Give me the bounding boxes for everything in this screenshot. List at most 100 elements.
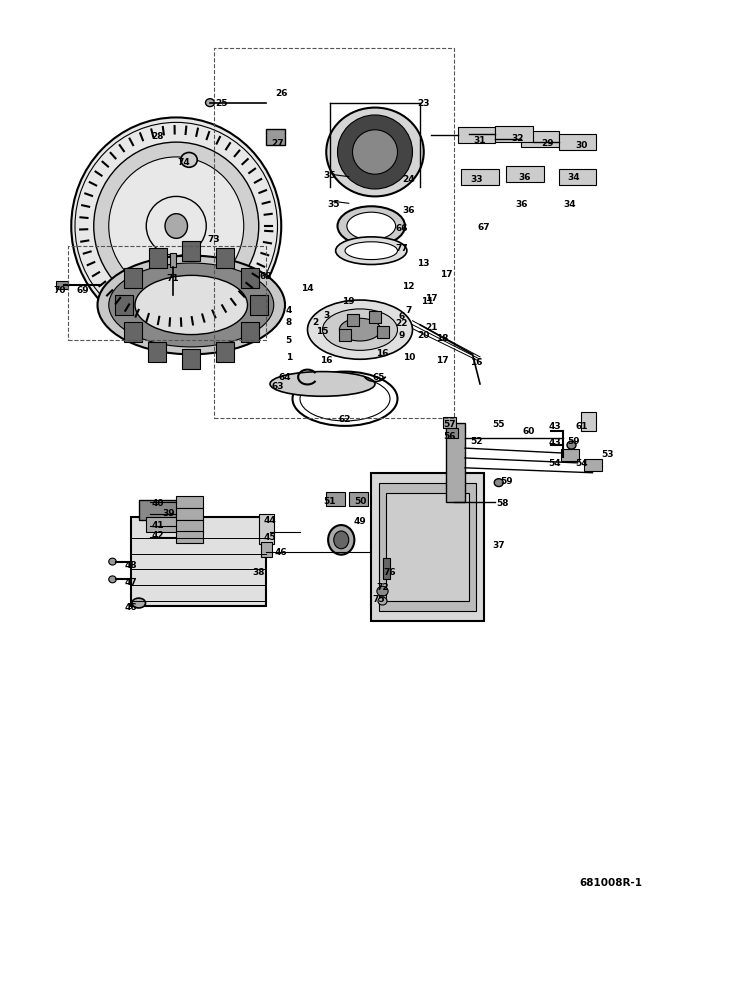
Text: 74: 74 bbox=[177, 158, 190, 168]
Text: 34: 34 bbox=[568, 173, 580, 182]
Ellipse shape bbox=[378, 598, 387, 605]
Bar bbox=[176, 497, 203, 509]
Bar bbox=[216, 343, 234, 363]
Bar bbox=[379, 483, 476, 611]
Text: 19: 19 bbox=[343, 296, 355, 306]
Text: 24: 24 bbox=[403, 175, 415, 184]
Text: 10: 10 bbox=[403, 352, 415, 362]
Ellipse shape bbox=[352, 131, 398, 176]
Bar bbox=[446, 424, 465, 503]
Text: 31: 31 bbox=[474, 135, 486, 145]
Text: 40: 40 bbox=[152, 498, 164, 508]
Bar bbox=[495, 127, 532, 143]
Ellipse shape bbox=[135, 276, 248, 335]
Ellipse shape bbox=[109, 264, 274, 348]
Ellipse shape bbox=[308, 301, 413, 360]
Text: 60: 60 bbox=[523, 426, 535, 436]
Text: 45: 45 bbox=[264, 532, 276, 542]
Bar bbox=[56, 282, 68, 290]
Bar bbox=[376, 326, 388, 338]
Text: 43: 43 bbox=[549, 437, 561, 447]
Ellipse shape bbox=[322, 310, 398, 351]
Text: 17: 17 bbox=[436, 355, 448, 365]
Bar bbox=[266, 130, 285, 146]
Bar bbox=[176, 521, 203, 532]
Text: 72: 72 bbox=[376, 582, 388, 592]
Text: 59: 59 bbox=[568, 436, 580, 446]
Text: 35: 35 bbox=[328, 199, 340, 209]
Text: 13: 13 bbox=[418, 258, 430, 268]
Text: 15: 15 bbox=[316, 326, 328, 336]
Bar bbox=[559, 135, 596, 151]
Text: 9: 9 bbox=[398, 330, 404, 340]
Text: 36: 36 bbox=[519, 173, 531, 182]
Bar bbox=[581, 412, 596, 432]
Ellipse shape bbox=[336, 238, 406, 265]
Text: 36: 36 bbox=[515, 199, 527, 209]
Text: 52: 52 bbox=[470, 436, 482, 446]
Text: 54: 54 bbox=[575, 458, 587, 468]
Bar bbox=[369, 312, 381, 323]
Text: 33: 33 bbox=[470, 175, 482, 184]
Text: 65: 65 bbox=[373, 372, 385, 382]
Text: 11: 11 bbox=[422, 296, 434, 306]
Bar bbox=[326, 492, 345, 507]
Text: 3: 3 bbox=[323, 311, 329, 320]
Ellipse shape bbox=[346, 213, 396, 241]
Bar bbox=[216, 248, 234, 268]
Bar bbox=[559, 170, 596, 185]
Text: 76: 76 bbox=[384, 567, 396, 577]
Bar bbox=[584, 459, 602, 471]
Ellipse shape bbox=[339, 319, 380, 342]
Text: 64: 64 bbox=[279, 372, 291, 382]
Text: 62: 62 bbox=[339, 414, 351, 424]
Bar bbox=[148, 248, 166, 268]
Text: 38: 38 bbox=[253, 567, 265, 577]
Bar bbox=[148, 343, 166, 363]
Text: 29: 29 bbox=[542, 138, 554, 148]
Bar bbox=[346, 315, 358, 326]
Text: 73: 73 bbox=[208, 235, 220, 245]
Text: 77: 77 bbox=[394, 244, 408, 253]
Bar bbox=[115, 296, 133, 316]
Text: 2: 2 bbox=[312, 317, 318, 327]
Text: 16: 16 bbox=[470, 357, 482, 367]
Text: 53: 53 bbox=[602, 449, 613, 458]
Bar bbox=[250, 296, 268, 316]
Text: 59: 59 bbox=[500, 476, 512, 486]
Ellipse shape bbox=[98, 256, 285, 355]
Bar bbox=[521, 132, 559, 148]
Text: 12: 12 bbox=[403, 281, 415, 291]
Ellipse shape bbox=[109, 558, 116, 566]
Ellipse shape bbox=[181, 153, 197, 169]
Text: 44: 44 bbox=[264, 515, 276, 525]
Bar bbox=[182, 350, 200, 370]
Text: 47: 47 bbox=[124, 577, 138, 587]
Text: 68: 68 bbox=[260, 271, 272, 281]
Bar bbox=[461, 170, 499, 185]
Text: 14: 14 bbox=[302, 283, 313, 293]
Ellipse shape bbox=[165, 215, 188, 240]
Ellipse shape bbox=[326, 108, 424, 197]
Text: 58: 58 bbox=[496, 498, 508, 508]
Text: 36: 36 bbox=[403, 205, 415, 215]
Text: 21: 21 bbox=[425, 322, 437, 332]
Text: 25: 25 bbox=[215, 99, 227, 108]
Ellipse shape bbox=[71, 118, 281, 335]
Text: 46: 46 bbox=[275, 547, 287, 557]
Text: 7: 7 bbox=[406, 306, 412, 316]
Text: 18: 18 bbox=[436, 333, 448, 343]
Ellipse shape bbox=[206, 100, 214, 107]
Text: 17: 17 bbox=[425, 293, 437, 303]
Ellipse shape bbox=[376, 587, 388, 597]
Bar bbox=[124, 269, 142, 289]
Text: 8: 8 bbox=[286, 317, 292, 327]
Text: 46: 46 bbox=[125, 601, 137, 611]
Text: 49: 49 bbox=[354, 516, 366, 526]
Ellipse shape bbox=[132, 599, 146, 608]
Bar bbox=[259, 515, 274, 544]
Text: 22: 22 bbox=[395, 318, 407, 328]
Text: 41: 41 bbox=[152, 520, 164, 529]
Text: 16: 16 bbox=[320, 355, 332, 365]
Bar bbox=[176, 509, 203, 521]
